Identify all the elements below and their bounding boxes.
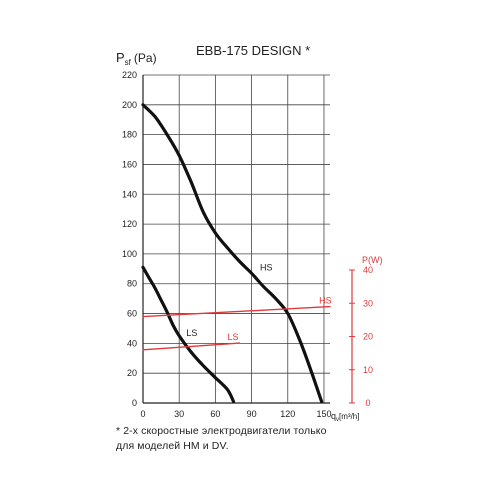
y-axis-ticks: 0 20 40 60 80 100 120 140 160 180 200 220	[122, 70, 137, 408]
y-tick-label: 180	[122, 130, 137, 140]
right-axis-label: P(W)	[362, 255, 383, 265]
x-tick-label: 0	[140, 409, 145, 419]
y-tick-label: 100	[122, 249, 137, 259]
y-tick-label: 80	[127, 279, 137, 289]
right-axis-ticks: 0 10 20 30 40	[349, 265, 373, 408]
right-tick-label: 30	[363, 298, 373, 308]
y-tick-label: 40	[127, 338, 137, 348]
x-axis-label-unit: [m³/h]	[339, 412, 359, 421]
chart-title: EBB-175 DESIGN *	[196, 43, 310, 58]
series-line-left-hs	[141, 103, 324, 404]
x-axis-label: qv[m³/h]	[331, 411, 359, 423]
footnote-line-1: * 2-х скоростные электродвигатели только	[116, 425, 327, 437]
y-axis-label-main: P	[116, 50, 125, 65]
footnote: * 2-х скоростные электродвигатели только…	[116, 424, 416, 454]
footnote-line-2: для моделей HM и DV.	[116, 440, 229, 452]
series-annotations: HS LS HS LS	[186, 262, 331, 342]
grid	[142, 74, 330, 404]
y-tick-label: 60	[127, 309, 137, 319]
y-axis-label-sub: sf	[125, 58, 132, 67]
series-lines	[141, 103, 331, 404]
series-annotation: HS	[260, 262, 273, 272]
series-annotation: HS	[319, 296, 332, 306]
y-tick-label: 220	[122, 70, 137, 80]
y-axis-label: Psf (Pa)	[116, 50, 157, 67]
x-axis-ticks: 0 30 60 90 120 150	[140, 409, 331, 419]
series-line-right-hs	[142, 305, 331, 318]
y-tick-label: 160	[122, 159, 137, 169]
x-tick-label: 150	[316, 409, 331, 419]
series-annotation: LS	[186, 328, 197, 338]
right-tick-label: 20	[363, 332, 373, 342]
series-line-right-ls	[142, 342, 241, 351]
right-tick-label: 0	[365, 398, 370, 408]
x-tick-label: 60	[210, 409, 220, 419]
x-axis-label-sub: v	[336, 417, 339, 423]
series-annotation: LS	[227, 332, 238, 342]
y-tick-label: 20	[127, 368, 137, 378]
right-tick-label: 10	[363, 365, 373, 375]
y-tick-label: 140	[122, 189, 137, 199]
x-tick-label: 90	[247, 409, 257, 419]
y-tick-label: 200	[122, 100, 137, 110]
y-tick-label: 120	[122, 219, 137, 229]
x-axis-label-main: q	[331, 411, 336, 421]
y-tick-label: 0	[132, 398, 137, 408]
x-tick-label: 30	[174, 409, 184, 419]
right-tick-label: 40	[363, 265, 373, 275]
y-axis-label-unit: (Pa)	[134, 51, 157, 65]
x-tick-label: 120	[280, 409, 295, 419]
series-line-left-ls	[141, 265, 236, 404]
